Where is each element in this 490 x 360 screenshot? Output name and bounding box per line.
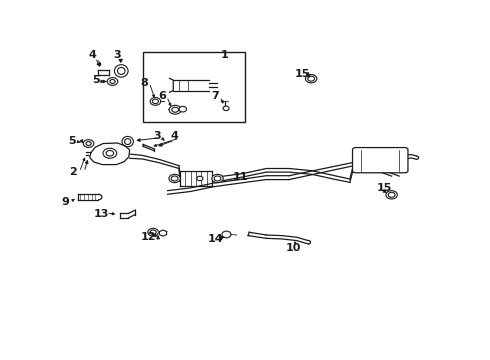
- Text: 3: 3: [114, 50, 121, 60]
- Circle shape: [148, 228, 158, 236]
- Circle shape: [169, 174, 180, 183]
- Text: 13: 13: [94, 209, 109, 219]
- Text: 3: 3: [153, 131, 161, 141]
- Text: 2: 2: [70, 167, 77, 177]
- Circle shape: [305, 75, 317, 83]
- Bar: [143, 51, 245, 122]
- Text: 6: 6: [158, 91, 166, 102]
- Circle shape: [223, 106, 229, 111]
- Text: 11: 11: [233, 172, 248, 182]
- Circle shape: [107, 77, 118, 85]
- Circle shape: [179, 107, 187, 112]
- Circle shape: [103, 148, 117, 158]
- Text: 4: 4: [171, 131, 178, 141]
- Circle shape: [83, 140, 94, 148]
- Text: 5: 5: [93, 75, 100, 85]
- Circle shape: [386, 191, 397, 199]
- Circle shape: [197, 176, 203, 181]
- Circle shape: [212, 174, 223, 183]
- Polygon shape: [90, 143, 129, 165]
- Text: 4: 4: [89, 50, 97, 60]
- Ellipse shape: [122, 136, 133, 147]
- Text: 9: 9: [62, 197, 70, 207]
- FancyBboxPatch shape: [352, 148, 408, 173]
- Text: 12: 12: [141, 232, 156, 242]
- Polygon shape: [159, 230, 167, 236]
- Text: 15: 15: [377, 183, 392, 193]
- Text: 5: 5: [68, 136, 75, 146]
- Circle shape: [169, 105, 181, 114]
- Text: 8: 8: [140, 77, 148, 87]
- Text: 7: 7: [211, 91, 219, 102]
- Ellipse shape: [115, 65, 128, 77]
- Text: 15: 15: [294, 69, 310, 79]
- Circle shape: [150, 98, 161, 105]
- Circle shape: [222, 231, 231, 238]
- Text: 10: 10: [286, 243, 301, 253]
- Text: 1: 1: [220, 50, 228, 60]
- Text: 14: 14: [207, 234, 223, 244]
